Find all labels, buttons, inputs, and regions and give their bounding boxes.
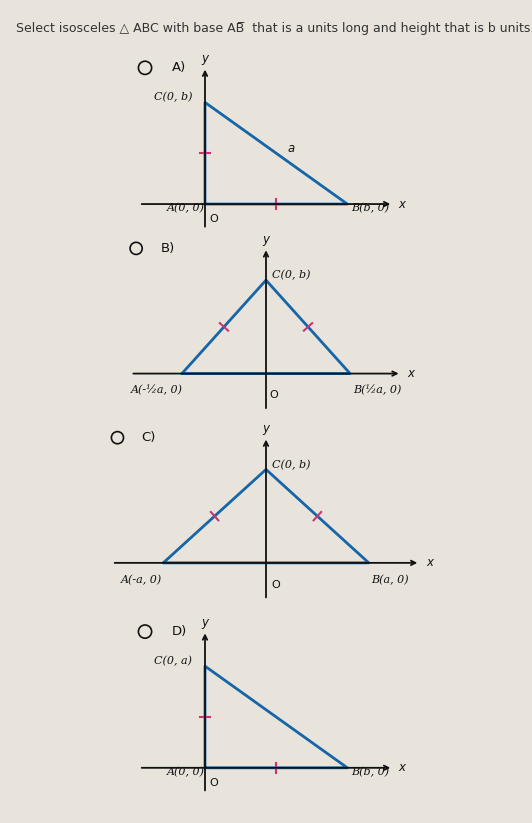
Text: x: x bbox=[398, 761, 405, 774]
Text: O: O bbox=[209, 214, 218, 224]
Text: A(-a, 0): A(-a, 0) bbox=[121, 574, 162, 585]
Text: Select isosceles △ ​ABC​ with base ​AB̅​  that is ​a​ units long and height that: Select isosceles △ ​ABC​ with base ​AB̅​… bbox=[16, 22, 532, 35]
Text: A(-½a, 0): A(-½a, 0) bbox=[130, 385, 182, 396]
Text: y: y bbox=[202, 616, 209, 629]
Text: y: y bbox=[262, 422, 270, 435]
Text: B(b, 0): B(b, 0) bbox=[352, 203, 389, 213]
Text: O: O bbox=[209, 778, 218, 788]
Text: x: x bbox=[398, 198, 405, 211]
Text: C(0, a): C(0, a) bbox=[154, 656, 192, 667]
Text: O: O bbox=[270, 390, 278, 401]
Text: B(a, 0): B(a, 0) bbox=[371, 574, 409, 585]
Text: A(0, 0): A(0, 0) bbox=[167, 203, 204, 213]
Text: C(0, b): C(0, b) bbox=[272, 270, 310, 281]
Text: O: O bbox=[272, 579, 280, 590]
Text: C(0, b): C(0, b) bbox=[154, 92, 193, 103]
Text: y: y bbox=[262, 233, 270, 246]
Text: x: x bbox=[427, 556, 434, 570]
Text: y: y bbox=[202, 52, 209, 65]
Text: C): C) bbox=[142, 431, 156, 444]
Text: a: a bbox=[288, 142, 295, 155]
Text: D): D) bbox=[171, 625, 187, 638]
Text: x: x bbox=[407, 367, 414, 380]
Text: A): A) bbox=[171, 62, 186, 74]
Text: B): B) bbox=[161, 242, 174, 255]
Text: A(0, 0): A(0, 0) bbox=[167, 767, 204, 777]
Text: B(½a, 0): B(½a, 0) bbox=[353, 385, 401, 396]
Text: C(0, b): C(0, b) bbox=[272, 459, 310, 470]
Text: B(b, 0): B(b, 0) bbox=[352, 767, 389, 777]
